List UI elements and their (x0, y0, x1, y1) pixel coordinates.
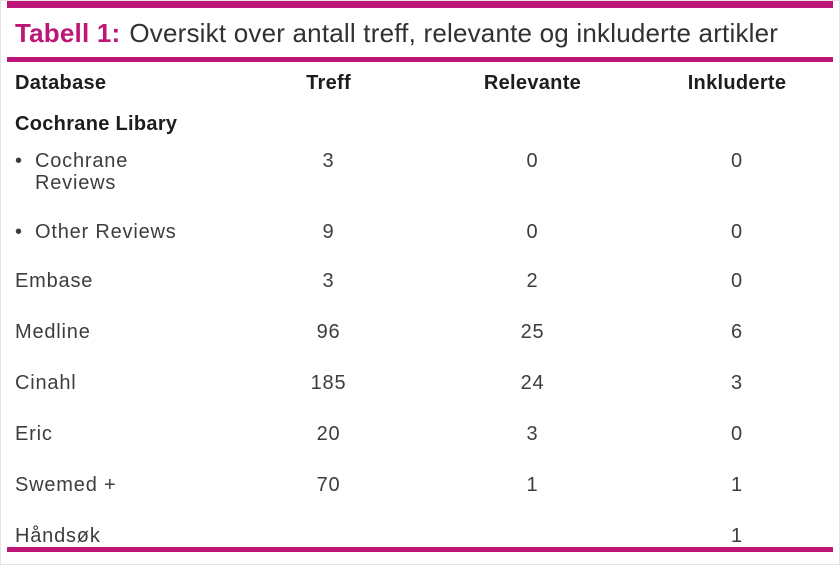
treff-cell: 96 (316, 321, 341, 343)
inkluderte-cell: 0 (731, 270, 743, 292)
database-cell: • Other Reviews (9, 221, 227, 270)
database-cell: Håndsøk (9, 525, 227, 547)
table-row: • Other Reviews 9 0 0 (9, 221, 839, 270)
database-cell: Swemed + (9, 474, 227, 525)
database-cell: Cochrane Libary (9, 107, 227, 150)
database-name: Other Reviews (35, 221, 177, 243)
results-table: Database Treff Relevante Inkluderte Cochran… (9, 62, 839, 547)
table-row: Medline 96 25 6 (9, 321, 839, 372)
column-header-inkluderte: Inkluderte (687, 72, 787, 94)
database-name: Swemed + (15, 474, 117, 496)
database-name: Håndsøk (15, 525, 101, 547)
treff-cell: 3 (322, 150, 335, 172)
table-row: Cinahl 185 24 3 (9, 372, 839, 423)
treff-cell (227, 525, 430, 547)
table-caption-label: Tabell 1: (15, 18, 121, 48)
relevante-cell: 25 (520, 321, 545, 343)
table-row: Swemed + 70 1 1 (9, 474, 839, 525)
relevante-cell: 2 (526, 270, 539, 292)
column-header-database: Database (15, 72, 107, 94)
table-header: Database Treff Relevante Inkluderte (9, 62, 839, 107)
inkluderte-cell: 0 (731, 221, 743, 243)
relevante-cell: 0 (526, 221, 539, 243)
database-name: Cochrane Libary (15, 113, 178, 135)
database-name: Eric (15, 423, 53, 445)
treff-cell: 3 (322, 270, 335, 292)
caption-divider-bar (7, 57, 833, 62)
table-row: Eric 20 3 0 (9, 423, 839, 474)
database-cell: Medline (9, 321, 227, 372)
relevante-cell (430, 525, 635, 547)
table-row: Cochrane Libary (9, 107, 839, 150)
treff-cell: 9 (322, 221, 335, 243)
table-caption: Tabell 1: Oversikt over antall treff, rel… (1, 8, 839, 57)
table-body: Cochrane Libary • Cochrane Reviews 3 0 0 • Othe… (9, 107, 839, 547)
database-cell: • Cochrane Reviews (9, 150, 227, 221)
relevante-cell (430, 107, 635, 150)
bottom-accent-bar (7, 547, 833, 552)
inkluderte-cell (635, 107, 839, 150)
inkluderte-cell: 6 (731, 321, 743, 343)
treff-cell: 185 (310, 372, 347, 394)
inkluderte-cell: 3 (731, 372, 743, 394)
relevante-cell: 1 (526, 474, 539, 496)
top-accent-bar (7, 1, 833, 8)
inkluderte-cell: 1 (731, 525, 743, 547)
table-row: Embase 3 2 0 (9, 270, 839, 321)
treff-cell: 70 (316, 474, 341, 496)
treff-cell: 20 (316, 423, 341, 445)
database-name: Embase (15, 270, 94, 292)
relevante-cell: 24 (520, 372, 545, 394)
header-row: Database Treff Relevante Inkluderte (9, 62, 839, 107)
database-name: Cinahl (15, 372, 77, 394)
column-header-relevante: Relevante (483, 72, 582, 94)
bullet-icon: • (15, 221, 23, 243)
database-name: Cochrane Reviews (35, 150, 129, 194)
table-row: Håndsøk 1 (9, 525, 839, 547)
treff-cell (227, 107, 430, 150)
relevante-cell: 3 (526, 423, 539, 445)
database-cell: Cinahl (9, 372, 227, 423)
bullet-icon: • (15, 150, 23, 172)
database-name: Medline (15, 321, 91, 343)
database-cell: Eric (9, 423, 227, 474)
relevante-cell: 0 (526, 150, 539, 172)
database-cell: Embase (9, 270, 227, 321)
table-caption-text: Oversikt over antall treff, relevante og… (129, 18, 779, 48)
inkluderte-cell: 1 (731, 474, 743, 496)
inkluderte-cell: 0 (731, 423, 743, 445)
column-header-treff: Treff (306, 72, 351, 94)
inkluderte-cell: 0 (731, 150, 743, 172)
table-row: • Cochrane Reviews 3 0 0 (9, 150, 839, 221)
